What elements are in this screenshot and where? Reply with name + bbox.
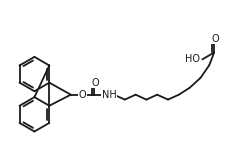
Text: O: O	[79, 90, 86, 100]
Text: HO: HO	[185, 54, 200, 64]
Text: O: O	[91, 78, 99, 88]
Text: O: O	[211, 34, 219, 44]
Text: NH: NH	[102, 90, 116, 100]
